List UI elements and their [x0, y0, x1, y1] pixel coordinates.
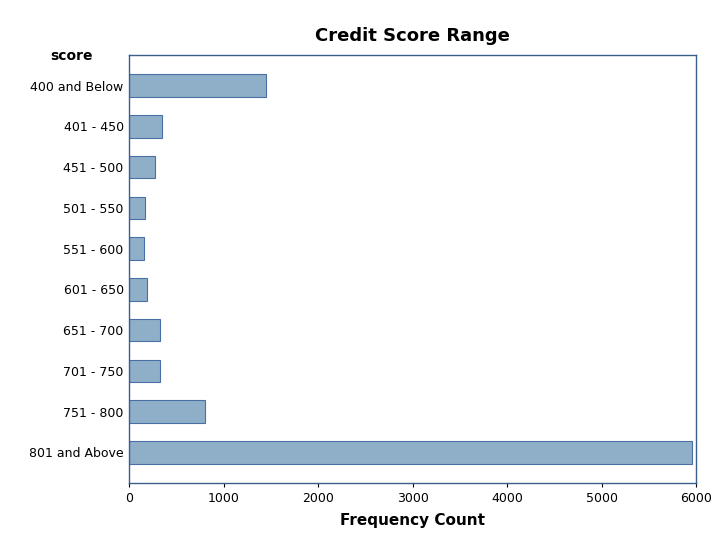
Bar [129, 278, 147, 301]
Bar [129, 197, 145, 219]
Bar [129, 74, 266, 97]
Bar [129, 360, 160, 382]
Bar [129, 237, 144, 260]
Bar [129, 115, 162, 138]
Bar [129, 156, 155, 178]
Bar [129, 441, 691, 464]
Text: score: score [50, 49, 93, 63]
X-axis label: Frequency Count: Frequency Count [340, 513, 485, 529]
Title: Credit Score Range: Credit Score Range [315, 27, 510, 45]
Bar [129, 400, 205, 423]
Bar [129, 319, 160, 341]
